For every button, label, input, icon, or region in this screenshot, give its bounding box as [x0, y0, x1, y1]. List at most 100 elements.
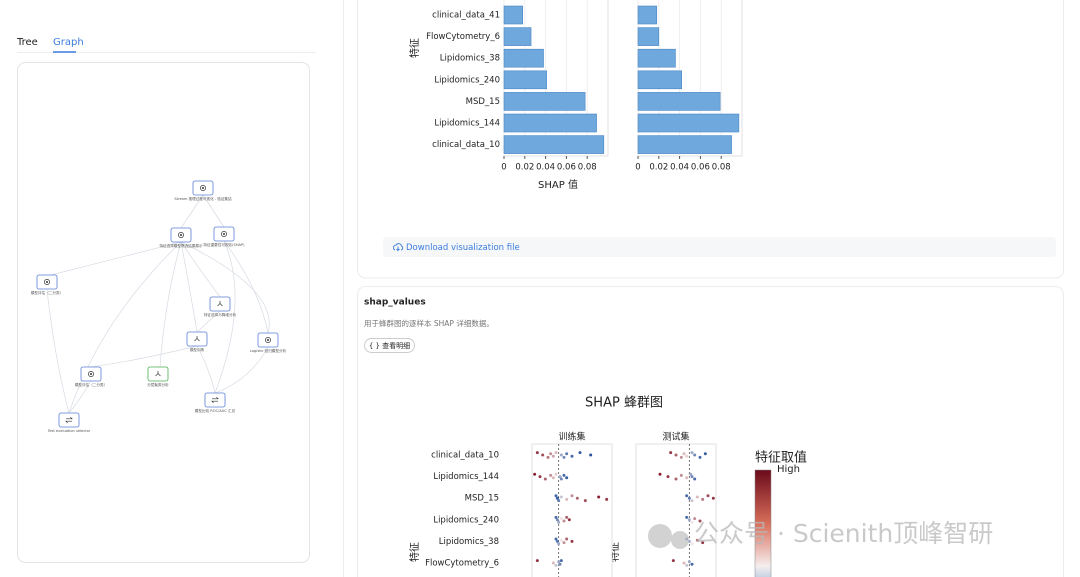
- swarm-point: [565, 476, 569, 480]
- swarm-point: [570, 539, 574, 543]
- bar: [503, 135, 605, 154]
- bar: [637, 48, 676, 68]
- y-axis-label: 特征: [409, 542, 421, 562]
- graph-node[interactable]: 模型评估（二分类）: [75, 366, 107, 387]
- swarm-point: [685, 476, 689, 480]
- y-tick-label: Lipidomics_240: [433, 515, 499, 525]
- swarm-point: [679, 473, 683, 477]
- swarm-point: [687, 560, 691, 564]
- graph-node[interactable]: 特征选择模型筛选结果展示: [159, 227, 203, 248]
- swarm-point: [690, 542, 694, 546]
- node-icon: [202, 187, 204, 189]
- swarm-point: [685, 515, 689, 519]
- x-tick-label: 0.04: [670, 163, 689, 173]
- swarm-point: [690, 499, 694, 503]
- bar: [637, 135, 732, 154]
- swarm-point: [689, 472, 693, 476]
- swarm-point: [682, 452, 686, 456]
- swarm-point: [575, 496, 579, 500]
- swarm-point: [559, 538, 563, 542]
- detail-button[interactable]: [364, 338, 415, 353]
- y-tick-label: MSD_15: [465, 494, 499, 504]
- y-tick-label: Lipidomics_144: [433, 472, 499, 482]
- y-tick-label: MSD_15: [466, 97, 500, 107]
- detail-button-label[interactable]: { } 查看明细: [369, 341, 410, 350]
- swarm-point: [711, 496, 715, 500]
- swarm-point: [562, 519, 566, 523]
- colorbar: [754, 469, 772, 577]
- swarm-point: [701, 541, 705, 545]
- colorbar-high: High: [777, 464, 800, 475]
- bar: [637, 27, 660, 46]
- swarm-point: [671, 559, 675, 563]
- node-label: Stream 推理过程可视化 - 验证集结: [174, 196, 232, 201]
- graph-node[interactable]: 特征重要性可视化(SHAP): [203, 226, 245, 247]
- swarm-point: [554, 472, 558, 476]
- swarm-point: [555, 518, 559, 522]
- x-tick-label: 0.06: [691, 163, 710, 173]
- swarm-point: [567, 518, 571, 522]
- bar: [503, 92, 586, 111]
- section-title: shap_values: [364, 298, 426, 308]
- colorbar-title: 特征取值: [755, 450, 807, 466]
- swarm-point: [551, 476, 555, 480]
- swarm-point: [549, 473, 553, 477]
- graph-node[interactable]: Stream 推理过程可视化 - 验证集结: [174, 180, 232, 201]
- node-label: 模型比较 ROC/AUC 汇总: [195, 408, 236, 413]
- y-tick-label: clinical_data_41: [432, 11, 500, 21]
- node-icon: [221, 231, 227, 237]
- swarm-point: [543, 477, 547, 481]
- node-label: 特征重要性可视化(SHAP): [203, 242, 245, 247]
- swarm-point: [557, 520, 561, 524]
- chart-title: SHAP 蜂群图: [585, 396, 663, 411]
- x-tick-label: 0.02: [649, 163, 668, 173]
- swarm-point: [554, 563, 558, 567]
- swarm-point: [698, 455, 702, 459]
- swarm-point: [546, 455, 550, 459]
- graph-node[interactable]: 模型评估（二分类）: [31, 274, 63, 295]
- bar: [503, 5, 524, 25]
- swarm-point: [589, 453, 593, 457]
- node-label: 分层聚类分析: [147, 382, 169, 387]
- download-link[interactable]: Download visualization file: [406, 243, 520, 253]
- y-axis-label: 特征: [409, 38, 421, 58]
- swarm-point: [555, 539, 559, 543]
- swarm-point: [703, 452, 707, 456]
- node-box: [204, 392, 226, 408]
- tab[interactable]: Tree: [16, 37, 38, 48]
- graph-node[interactable]: 特征选择与降维分析: [204, 296, 237, 317]
- graph-node[interactable]: Logistic 回归模型分析: [250, 332, 287, 353]
- swarm-point: [562, 541, 566, 545]
- swarm-point: [693, 477, 697, 481]
- node-box: [58, 412, 80, 428]
- swarm-point: [570, 494, 574, 498]
- download-bar[interactable]: [383, 237, 1056, 257]
- bar: [637, 113, 740, 133]
- left-panel: Tree Graph Stream 推理过程可视化 - 验证集结特征选择模型筛选…: [16, 37, 316, 563]
- swarm-point: [554, 515, 558, 519]
- node-icon: [223, 233, 225, 235]
- tab-active[interactable]: Graph: [53, 37, 84, 48]
- graph-node[interactable]: 模型训练: [186, 331, 208, 352]
- swarm-point: [554, 494, 558, 498]
- swarm-point: [674, 453, 678, 457]
- node-icon: [180, 234, 182, 236]
- node-icon: [265, 337, 271, 343]
- swarm-point: [685, 563, 689, 567]
- graph-node[interactable]: 模型比较 ROC/AUC 汇总: [195, 392, 236, 413]
- y-tick-label: clinical_data_10: [431, 451, 499, 461]
- node-icon: [46, 281, 48, 283]
- swarm-point: [695, 538, 699, 542]
- node-icon: [155, 371, 161, 377]
- swarm-point: [685, 494, 689, 498]
- node-icon: [211, 397, 219, 403]
- graph-node[interactable]: 分层聚类分析: [147, 366, 169, 387]
- node-icon: [90, 373, 92, 375]
- swarm-point: [558, 562, 562, 566]
- plot-frame: [635, 443, 717, 577]
- x-tick-label: 0.08: [712, 163, 731, 173]
- graph-node[interactable]: Test evaluation selector: [47, 412, 91, 433]
- section-description: 用于蜂群图的逐样本 SHAP 详细数据。: [364, 318, 494, 328]
- bar: [637, 92, 721, 111]
- swarm-point: [554, 537, 558, 541]
